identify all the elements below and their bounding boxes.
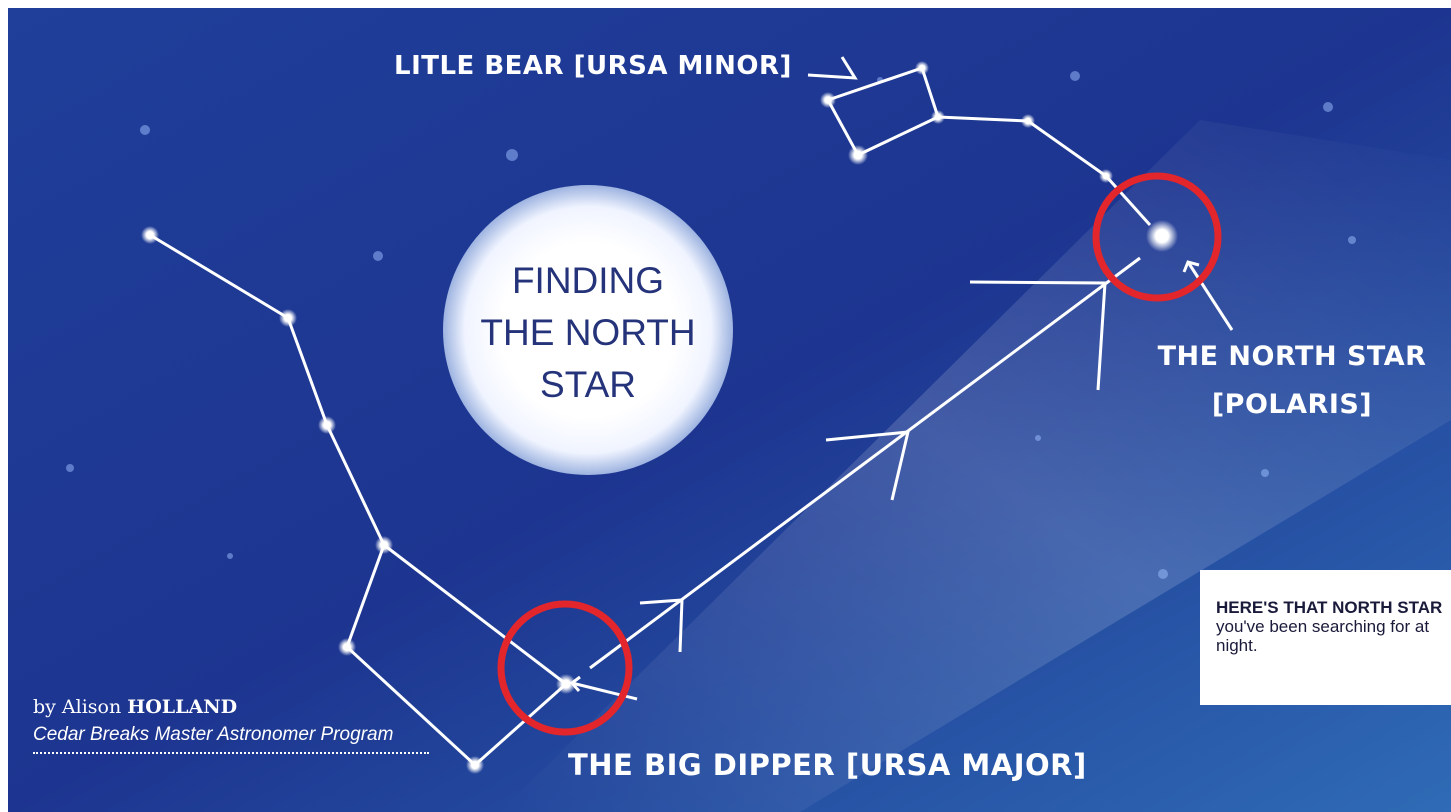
north-star-label: [POLARIS] (1212, 389, 1372, 420)
byline-prefix: by Alison (33, 696, 121, 718)
poster: FINDING THE NORTH STAR LITLE BEAR [URSA … (0, 0, 1451, 812)
caption: HERE'S THAT NORTH STAR you've been searc… (1200, 570, 1451, 705)
little-bear-label: LITLE BEAR [URSA MINOR] (394, 51, 792, 81)
caption-text: you've been searching for at night. (1216, 617, 1429, 655)
title-line: STAR (540, 364, 636, 405)
byline-name: HOLLAND (127, 696, 237, 718)
north-star-label: THE NORTH STAR (1158, 341, 1427, 372)
byline: by Alison HOLLAND Cedar Breaks Master As… (33, 696, 429, 754)
caption-bold: HERE'S THAT NORTH STAR (1216, 598, 1442, 617)
byline-affiliation: Cedar Breaks Master Astronomer Program (33, 724, 429, 754)
title-line: FINDING (512, 260, 664, 301)
title-line: THE NORTH (480, 312, 695, 353)
big-dipper-label: THE BIG DIPPER [URSA MAJOR] (568, 748, 1087, 782)
